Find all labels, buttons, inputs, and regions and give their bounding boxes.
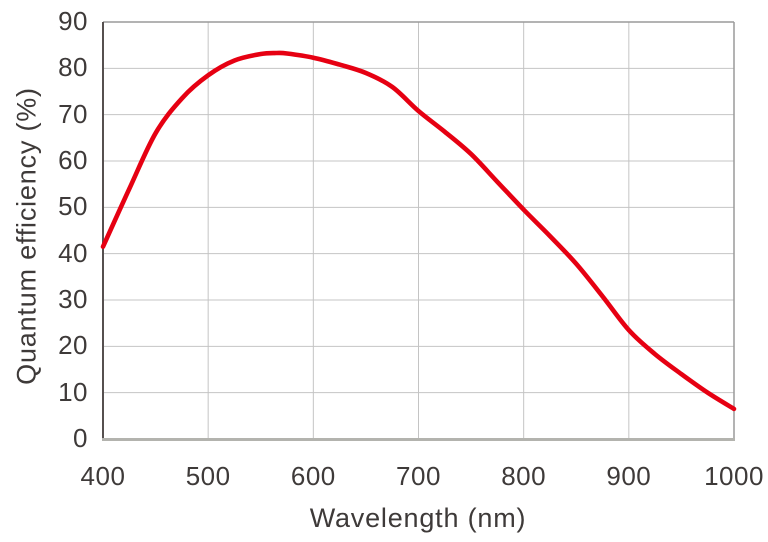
y-tick-label: 60 (58, 144, 88, 175)
x-tick-label: 500 (185, 461, 231, 491)
y-tick-label: 50 (58, 191, 88, 222)
y-tick-label: 90 (58, 5, 88, 36)
x-tick-label: 800 (501, 461, 547, 491)
y-tick-label: 10 (58, 376, 88, 407)
x-tick-label: 1000 (704, 461, 764, 491)
qe-curve (100, 50, 737, 412)
y-tick-label: 40 (58, 237, 88, 268)
y-tick-label: 0 (73, 422, 88, 453)
x-axis-title: Wavelength (nm) (309, 503, 527, 533)
x-tick-label: 400 (80, 461, 126, 491)
y-tick-label: 70 (58, 98, 88, 129)
x-tick-label: 900 (606, 461, 652, 491)
x-tick-label: 600 (290, 461, 336, 491)
x-tick-label: 700 (396, 461, 441, 491)
plot-borders (102, 21, 735, 441)
y-axis-title: Quantum efficiency (%) (11, 87, 42, 385)
gridlines (103, 22, 734, 439)
y-tick-label: 20 (58, 330, 88, 361)
y-tick-label: 30 (58, 283, 88, 314)
y-tick-label: 80 (58, 52, 88, 83)
